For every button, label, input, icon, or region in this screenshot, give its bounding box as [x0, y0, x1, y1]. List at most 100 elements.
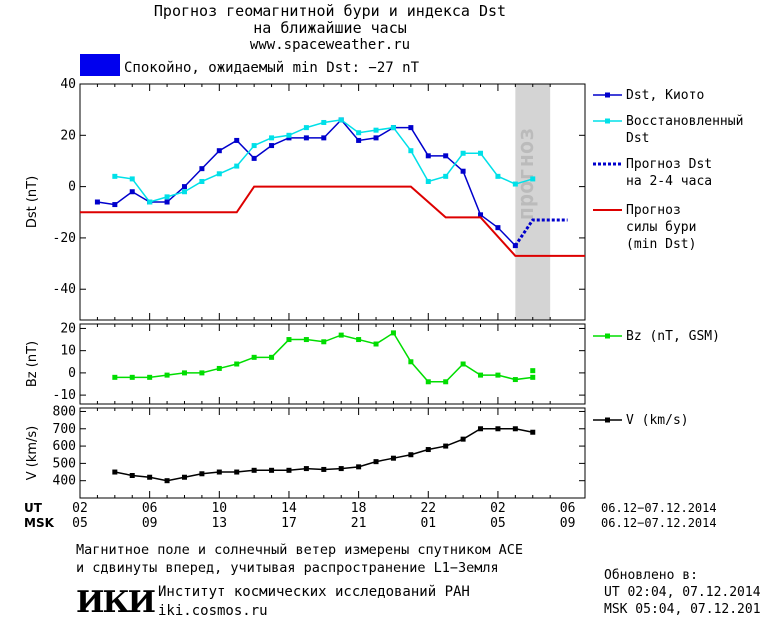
ut-tick-label: 06 [560, 501, 576, 516]
data-point [460, 168, 466, 174]
data-point [269, 143, 275, 149]
data-point [216, 148, 222, 154]
legend-dst-forecast-label: на 2-4 часа [626, 174, 712, 189]
msk-date-range: 06.12−07.12.2014 [601, 516, 717, 530]
ut-row-label: UT [24, 501, 43, 515]
data-point [338, 332, 344, 338]
y-tick-label: 400 [53, 474, 76, 489]
y-tick-label: 0 [68, 180, 76, 195]
y-axis-label: Bz (nT) [25, 341, 40, 387]
data-point [478, 426, 484, 432]
y-tick-label: 600 [53, 439, 76, 454]
data-point [443, 443, 449, 449]
data-point [338, 117, 344, 123]
data-point [234, 137, 240, 143]
data-point [478, 150, 484, 156]
data-point [286, 132, 292, 138]
msk-tick-label: 13 [211, 516, 227, 531]
data-point [147, 199, 153, 205]
data-point [478, 212, 484, 218]
y-tick-label: 10 [60, 344, 76, 359]
legend-dst-restored-label: Dst [626, 131, 649, 146]
ut-tick-label: 02 [72, 501, 88, 516]
series-line [514, 218, 568, 247]
data-point [530, 374, 536, 380]
footer-note-line1: Магнитное поле и солнечный ветер измерен… [76, 542, 524, 558]
y-tick-label: -10 [53, 388, 76, 403]
data-point [512, 377, 518, 383]
data-point [251, 143, 257, 149]
series-line [114, 428, 533, 482]
ut-tick-label: 02 [490, 501, 506, 516]
data-point [408, 359, 414, 365]
data-point [129, 189, 135, 195]
data-point [164, 478, 170, 484]
data-point [356, 137, 362, 143]
msk-tick-label: 05 [72, 516, 88, 531]
data-point [408, 148, 414, 154]
data-point [321, 466, 327, 472]
updated-label: Обновлено в: [604, 568, 698, 583]
data-point [234, 163, 240, 169]
data-point [216, 365, 222, 371]
data-point [495, 225, 501, 231]
data-point [530, 368, 536, 374]
data-point [373, 135, 379, 141]
data-point [478, 372, 484, 378]
legend-dst-restored-label: Восстановленный [626, 114, 743, 129]
data-point [251, 354, 257, 360]
status-color-box [80, 54, 120, 76]
legend-bz-marker [605, 333, 610, 339]
legend-storm-forecast-label: (min Dst) [626, 237, 696, 252]
data-point [390, 125, 396, 131]
data-point [443, 173, 449, 179]
data-point [94, 199, 100, 205]
data-point [443, 153, 449, 159]
data-point [321, 119, 327, 125]
data-point [234, 361, 240, 367]
legend-dst-forecast-label: Прогноз Dst [626, 157, 712, 172]
institute-name: Институт космических исследований РАН [158, 584, 470, 600]
website-link[interactable]: www.spaceweather.ru [249, 37, 411, 53]
msk-tick-label: 09 [560, 516, 576, 531]
data-point [303, 125, 309, 131]
data-point [530, 176, 536, 182]
iki-logo: ИКИ [76, 585, 156, 620]
data-point [512, 181, 518, 187]
data-point [495, 173, 501, 179]
data-point [408, 125, 414, 131]
legend-v-label: V (km/s) [626, 413, 689, 428]
legend-bz-label: Bz (nT, GSM) [626, 329, 720, 344]
legend-storm-forecast-label: силы бури [626, 220, 696, 235]
plot-frame [79, 407, 586, 499]
legend-v-marker [605, 417, 610, 423]
y-axis-label: V (km/s) [25, 426, 40, 481]
plot-frame [79, 83, 586, 321]
plot-frame [79, 323, 586, 405]
y-tick-label: 700 [53, 422, 76, 437]
data-point [234, 469, 240, 475]
data-point [199, 166, 205, 172]
data-point [164, 199, 170, 205]
data-point [286, 467, 292, 473]
ut-tick-label: 18 [351, 501, 367, 516]
data-point [269, 354, 275, 360]
data-point [321, 135, 327, 141]
legend-dst-restored-marker [605, 118, 610, 124]
data-point [530, 429, 536, 435]
msk-tick-label: 05 [490, 516, 506, 531]
data-point [286, 337, 292, 343]
y-tick-label: 800 [53, 404, 76, 419]
data-point [425, 178, 431, 184]
data-point [129, 176, 135, 182]
data-point [216, 171, 222, 177]
institute-url[interactable]: iki.cosmos.ru [158, 603, 268, 619]
data-point [356, 130, 362, 136]
data-point [356, 337, 362, 343]
data-point [112, 202, 118, 208]
data-point [164, 372, 170, 378]
y-tick-label: -40 [53, 282, 76, 297]
chart-subtitle: на ближайшие часы [253, 19, 407, 37]
data-point [338, 466, 344, 472]
data-point [216, 469, 222, 475]
